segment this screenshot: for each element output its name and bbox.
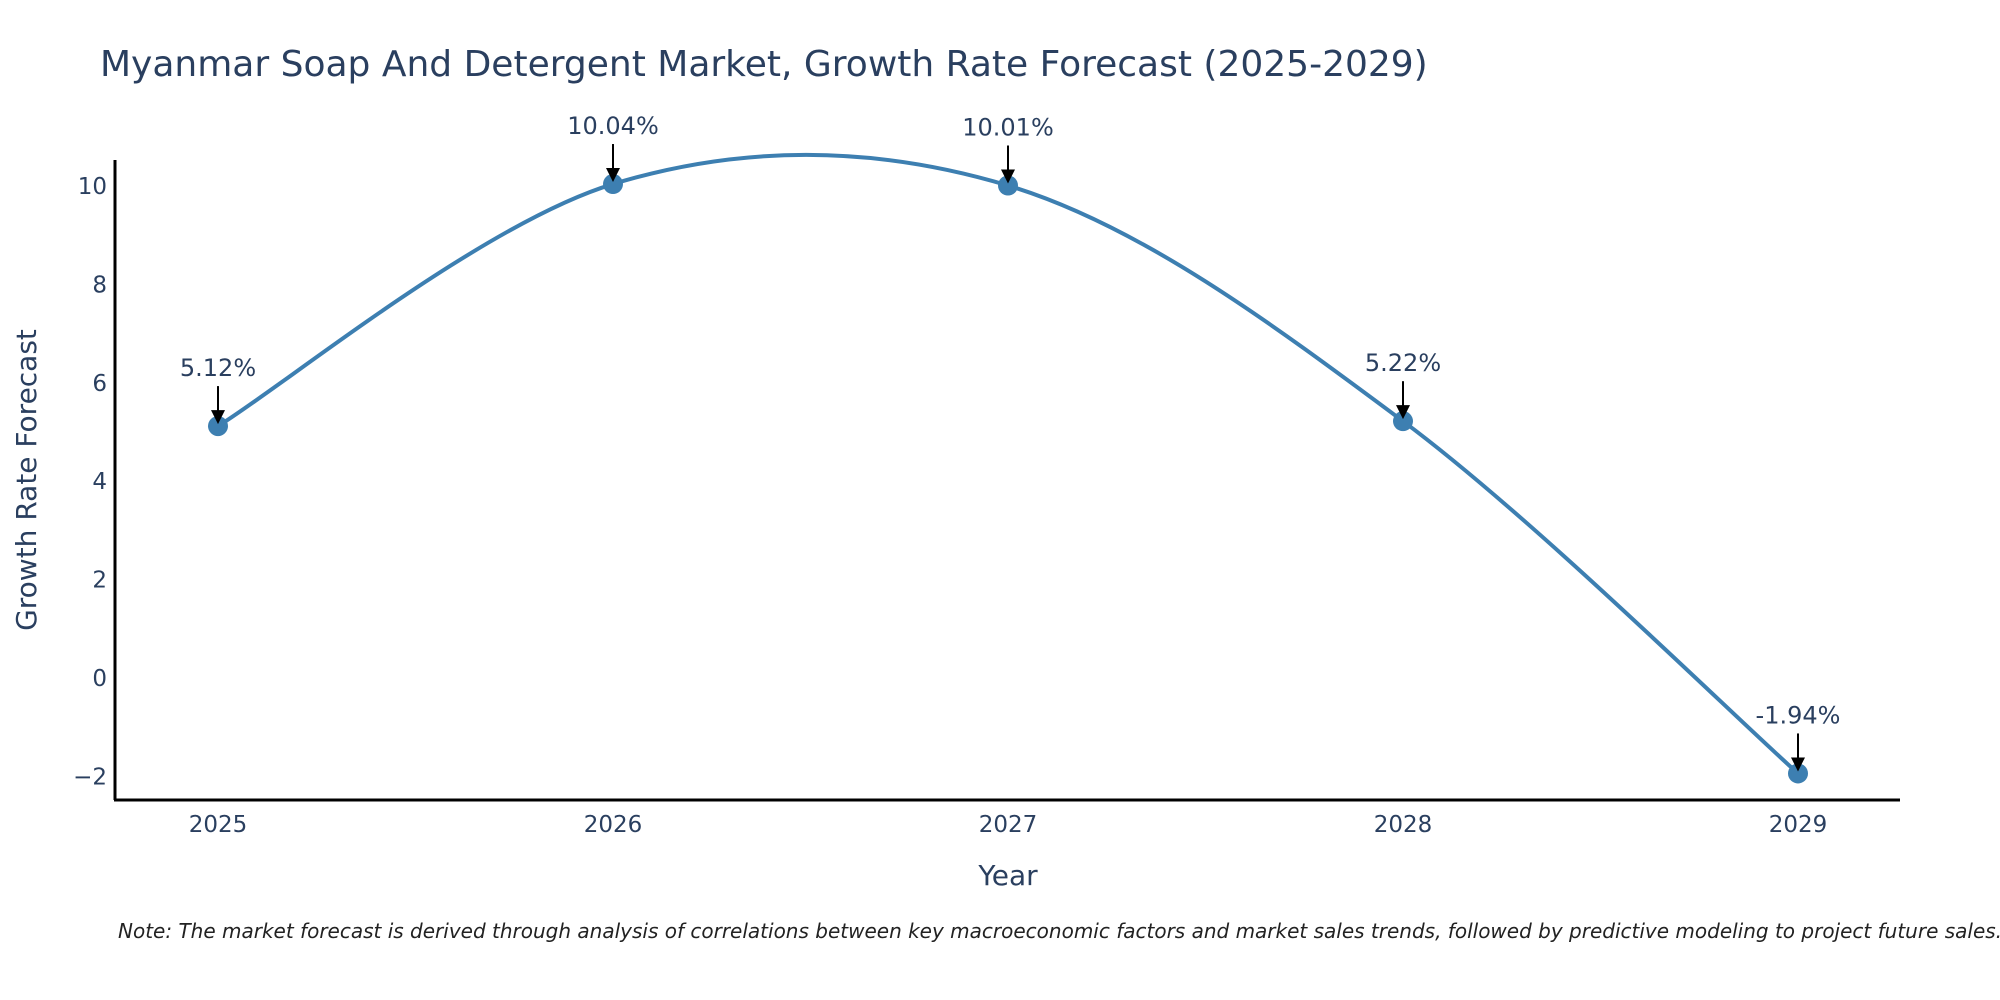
annotation-arrowhead-2027 — [1001, 169, 1015, 184]
annotation-arrowhead-2029 — [1791, 757, 1805, 772]
data-label-2027: 10.01% — [962, 114, 1054, 142]
data-point-2025 — [208, 416, 228, 437]
y-tick-label: 6 — [92, 371, 107, 397]
x-tick-label-2029: 2029 — [1769, 812, 1828, 838]
y-tick-label: 8 — [92, 272, 107, 298]
x-tick-label-2025: 2025 — [189, 812, 248, 838]
data-label-2026: 10.04% — [567, 112, 659, 140]
data-point-2027 — [998, 175, 1018, 196]
x-tick-label-2027: 2027 — [979, 812, 1038, 838]
chart-title: Myanmar Soap And Detergent Market, Growt… — [100, 44, 1428, 85]
y-tick-label: 2 — [92, 568, 107, 594]
y-tick-label: 0 — [92, 666, 107, 692]
y-tick-label: 10 — [78, 174, 107, 200]
footnote: Note: The market forecast is derived thr… — [118, 919, 2000, 943]
y-tick-label: −2 — [73, 764, 107, 790]
x-axis-title: Year — [977, 859, 1038, 892]
data-point-2026 — [603, 174, 623, 195]
y-axis-title: Growth Rate Forecast — [10, 329, 43, 631]
y-tick-label: 4 — [92, 469, 107, 495]
data-label-2025: 5.12% — [180, 354, 256, 382]
series-line — [216, 152, 1800, 775]
annotation-arrowhead-2025 — [211, 410, 225, 425]
data-point-2028 — [1393, 411, 1413, 432]
data-label-2029: -1.94% — [1756, 701, 1841, 729]
annotation-arrowhead-2028 — [1396, 405, 1410, 420]
x-tick-label-2028: 2028 — [1374, 812, 1433, 838]
data-label-2028: 5.22% — [1365, 349, 1441, 377]
annotation-arrowhead-2026 — [606, 168, 620, 183]
data-point-2029 — [1788, 763, 1808, 784]
x-tick-label-2026: 2026 — [584, 812, 643, 838]
